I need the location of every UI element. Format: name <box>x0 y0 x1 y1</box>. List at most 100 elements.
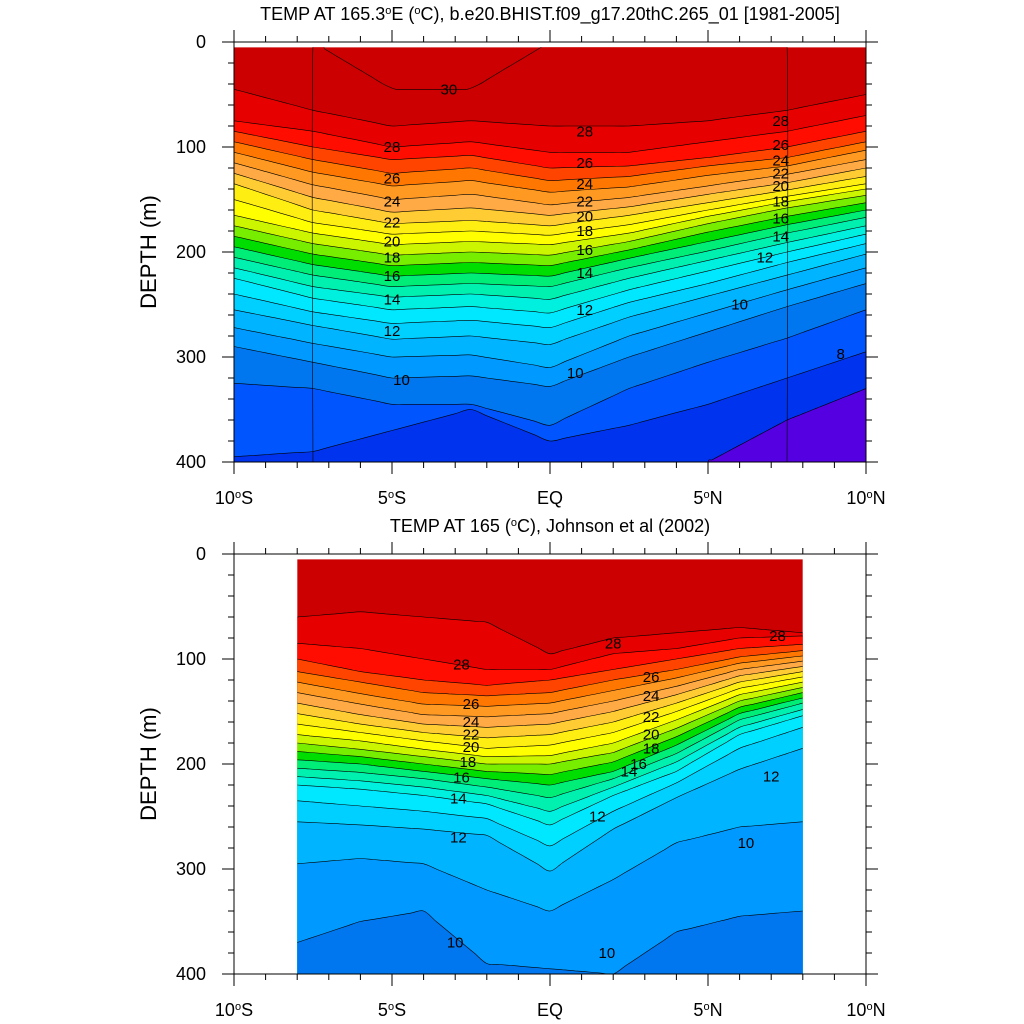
y-tick-label: 200 <box>176 754 206 774</box>
isotherm-17 <box>297 697 803 786</box>
y-tick-label: 400 <box>176 964 206 984</box>
y-axis-label: DEPTH (m) <box>136 707 161 821</box>
isotherm-13 <box>297 727 803 847</box>
contour-label: 10 <box>447 935 464 952</box>
contour-label: 18 <box>643 740 660 757</box>
isotherm-28 <box>234 115 866 153</box>
temperature-band-below-8 <box>234 351 866 462</box>
x-axis: 10oS 5oS EQ 5oN 10oN <box>215 542 886 1020</box>
isotherm-13 <box>234 243 866 329</box>
isotherm-11 <box>234 267 866 368</box>
x-tick-label: 10oS <box>215 488 253 508</box>
isotherm-23 <box>234 167 866 216</box>
contour-label: 20 <box>463 739 480 756</box>
isotherm-29 <box>297 611 803 655</box>
isotherm-14 <box>234 233 866 314</box>
isotherm-25 <box>234 149 866 193</box>
contour-label: 12 <box>384 323 401 340</box>
isotherm-20 <box>297 681 803 758</box>
x-tick-label: 10oN <box>846 1000 885 1020</box>
y-tick-label: 200 <box>176 242 206 262</box>
contour-label: 10 <box>393 372 410 389</box>
y-tick-label: 100 <box>176 137 206 157</box>
contour-label: 16 <box>576 242 593 259</box>
contour-label: 28 <box>769 628 786 645</box>
isotherm-24 <box>297 660 803 718</box>
x-tick-label: 5oN <box>693 1000 722 1020</box>
panel-title: TEMP AT 165.3oE (oC), b.e20.BHIST.f09_g1… <box>260 4 840 25</box>
contour-label: 10 <box>731 297 748 314</box>
panel-model: TEMP AT 165.3oE (oC), b.e20.BHIST.f09_g1… <box>136 4 886 508</box>
contour-label: 14 <box>450 791 467 808</box>
contour-label: 28 <box>576 123 593 140</box>
x-tick-label: 10oN <box>846 488 885 508</box>
isotherm-27 <box>297 644 803 686</box>
contour-label: 20 <box>772 178 789 195</box>
isotherm-23 <box>297 666 803 728</box>
contour-label: 26 <box>643 669 660 686</box>
temperature-band-below-10 <box>297 910 803 974</box>
isotherm-8 <box>234 351 866 458</box>
isotherm-15 <box>234 225 866 300</box>
contour-label: 24 <box>463 714 480 731</box>
contour-label: 16 <box>453 770 470 787</box>
contour-label: 22 <box>643 709 660 726</box>
isotherm-9 <box>234 309 866 426</box>
isotherm-18 <box>297 692 803 775</box>
contour-field <box>297 559 803 974</box>
contour-label: 20 <box>576 208 593 225</box>
contour-label: 12 <box>589 809 606 826</box>
isotherm-20 <box>234 188 866 246</box>
contour-label: 14 <box>576 265 593 282</box>
x-tick-label: EQ <box>537 1000 563 1020</box>
y-axis-label: DEPTH (m) <box>136 195 161 309</box>
contour-label: 24 <box>576 176 593 193</box>
contour-field <box>234 47 866 462</box>
contour-label: 28 <box>772 113 789 130</box>
contour-label: 26 <box>463 696 480 713</box>
isotherm-26 <box>234 141 866 181</box>
isotherm-29 <box>234 89 866 127</box>
contour-label: 30 <box>441 81 458 98</box>
contour-label: 12 <box>757 249 774 266</box>
contour-label: 12 <box>763 769 780 786</box>
contour-label: 14 <box>384 291 401 308</box>
isotherm-26 <box>297 650 803 697</box>
x-tick-label: 10oS <box>215 1000 253 1020</box>
isotherm-21 <box>234 183 866 236</box>
contour-label: 10 <box>738 835 755 852</box>
contour-label: 8 <box>837 346 845 363</box>
contour-label: 26 <box>576 155 593 172</box>
contour-label: 16 <box>384 268 401 285</box>
isotherm-12 <box>234 253 866 345</box>
contour-label: 10 <box>599 945 616 962</box>
isotherm-7 <box>707 388 866 462</box>
panel-observations: TEMP AT 165 (oC), Johnson et al (2002) D… <box>136 516 886 1020</box>
contour-label: 12 <box>576 302 593 319</box>
isotherm-16 <box>234 217 866 288</box>
isotherm-16 <box>297 702 803 798</box>
contour-label: 14 <box>621 763 638 780</box>
contour-label: 18 <box>576 223 593 240</box>
x-tick-label: EQ <box>537 488 563 508</box>
contour-label: 22 <box>772 165 789 182</box>
isotherm-30 <box>311 47 789 462</box>
contour-label: 18 <box>459 754 476 771</box>
contour-label: 18 <box>772 194 789 211</box>
y-axis: 0 100 200 300 400 <box>176 544 878 984</box>
isotherm-28 <box>297 635 803 671</box>
contour-label: 18 <box>384 249 401 266</box>
x-tick-label: 5oN <box>693 488 722 508</box>
contour-label: 16 <box>772 210 789 227</box>
y-tick-label: 0 <box>196 32 206 52</box>
isotherm-22 <box>234 176 866 227</box>
isotherm-10 <box>297 910 803 974</box>
y-axis: 0 100 200 300 400 <box>176 32 878 472</box>
isotherm-19 <box>234 195 866 256</box>
x-tick-label: 5oS <box>378 1000 406 1020</box>
contour-label: 20 <box>643 727 660 744</box>
contour-label: 12 <box>450 830 467 847</box>
y-tick-label: 100 <box>176 649 206 669</box>
